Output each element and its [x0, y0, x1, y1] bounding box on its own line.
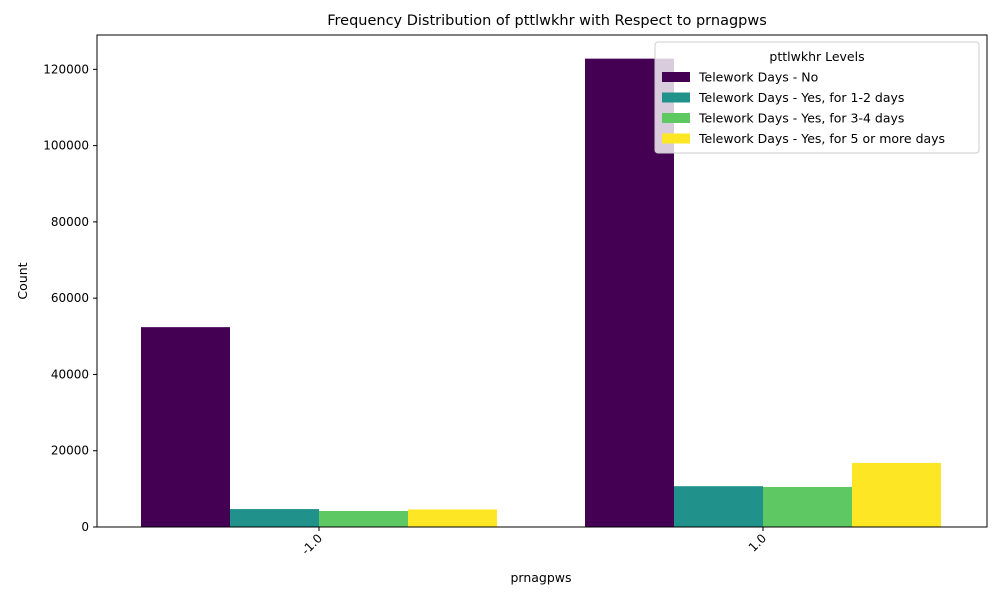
bar-telework-days-yes-for-3-4-days--1.0 [319, 510, 408, 527]
y-tick-label: 60000 [51, 291, 89, 305]
x-axis-label: prnagpws [510, 570, 571, 585]
x-axis: -1.0 1.0 [299, 527, 769, 558]
y-tick-label: 0 [81, 520, 89, 534]
y-tick-label: 20000 [51, 444, 89, 458]
bar-telework-days-yes-for-5-or-more-days-1.0 [852, 462, 941, 527]
legend-label: Telework Days - Yes, for 5 or more days [698, 131, 945, 146]
legend-swatch [662, 113, 690, 123]
legend-box [654, 41, 980, 154]
legend: pttlwkhr Levels Telework Days - NoTelewo… [654, 41, 980, 154]
legend-swatch [662, 72, 690, 82]
legend-items: Telework Days - No Telework Days - Yes, f… [662, 70, 945, 146]
chart-title: Frequency Distribution of pttlwkhr with … [327, 13, 767, 29]
y-tick-label: 100000 [43, 139, 89, 153]
legend-title: pttlwkhr Levels [769, 49, 864, 64]
legend-label: Telework Days - Yes, for 1-2 days [698, 90, 904, 105]
legend-label: Telework Days - Yes, for 3-4 days [698, 111, 904, 126]
bar-telework-days-no--1.0 [141, 327, 230, 527]
plot-frame [96, 34, 988, 528]
x-tick-label: -1.0 [299, 531, 325, 557]
bar-telework-days-yes-for-5-or-more-days--1.0 [408, 509, 497, 527]
legend-swatch [662, 133, 690, 144]
y-tick-label: 40000 [51, 367, 89, 381]
bar-telework-days-yes-for-3-4-days-1.0 [763, 486, 852, 527]
legend-swatch [662, 92, 690, 103]
y-axis-label: Count [15, 262, 30, 299]
bar-telework-days-yes-for-1-2-days--1.0 [230, 509, 319, 527]
x-tick-label: 1.0 [746, 531, 769, 554]
y-axis: 0 20000 40000 60000 80000 100000 120000 [43, 62, 97, 534]
y-tick-label: 80000 [51, 215, 89, 229]
bar-telework-days-yes-for-1-2-days-1.0 [674, 486, 763, 527]
y-tick-label: 120000 [43, 62, 89, 76]
legend-label: Telework Days - No [698, 70, 818, 85]
